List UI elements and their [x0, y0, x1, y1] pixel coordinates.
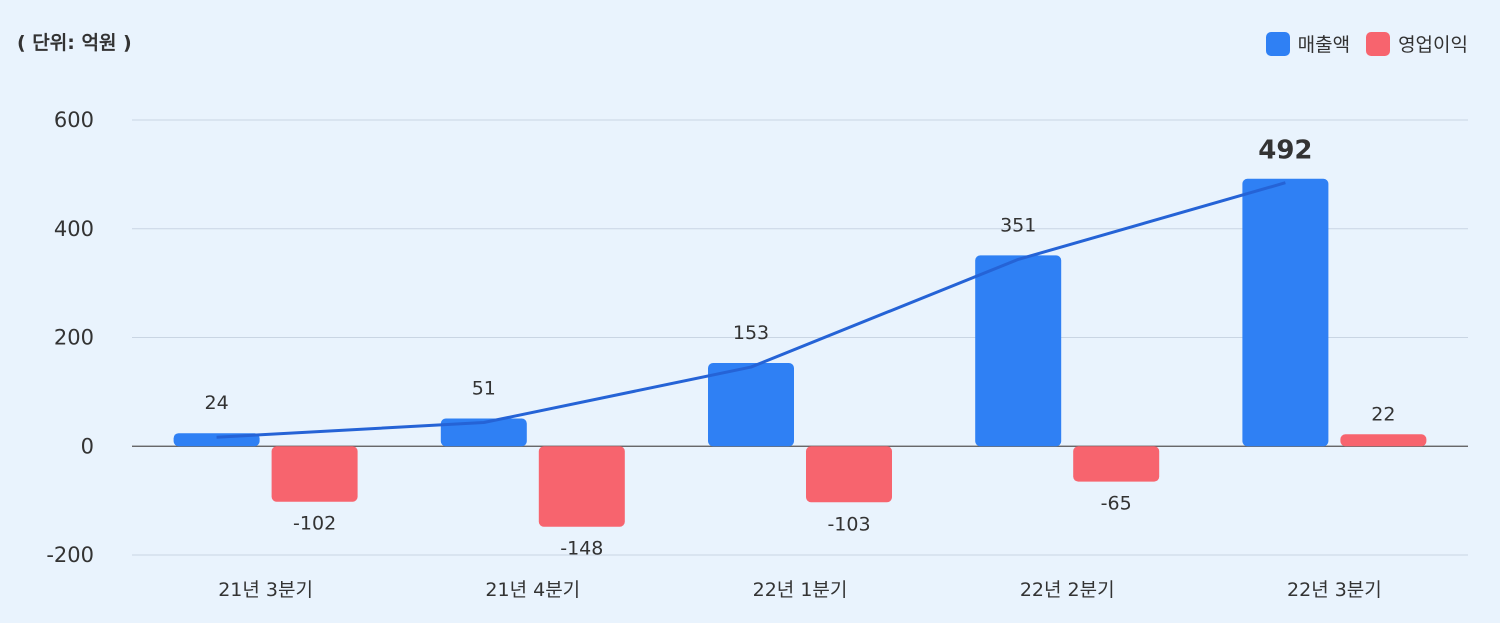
operating-profit-data-label: -65 — [1101, 493, 1132, 515]
revenue-bar — [975, 255, 1062, 447]
operating-profit-bar — [271, 446, 358, 502]
y-tick-label: -200 — [46, 543, 94, 567]
legend-swatch-operating-profit — [1366, 31, 1391, 56]
y-tick-label: 400 — [54, 217, 94, 241]
y-tick-label: 600 — [54, 108, 94, 132]
revenue-data-label: 351 — [1000, 214, 1036, 236]
revenue-trend-line — [216, 181, 1286, 439]
operating-profit-bar — [538, 446, 625, 527]
legend-swatch-revenue — [1265, 31, 1290, 56]
legend-label-revenue: 매출액 — [1297, 34, 1351, 56]
revenue-bar — [708, 363, 794, 447]
x-tick-label: 22년 2분기 — [1020, 579, 1115, 601]
revenue-data-label: 492 — [1258, 136, 1312, 166]
operating-profit-bar — [1073, 446, 1160, 482]
revenue-data-label: 153 — [733, 322, 769, 344]
x-tick-label: 22년 3분기 — [1287, 579, 1382, 601]
y-tick-label: 200 — [54, 326, 94, 350]
revenue-data-label: 24 — [205, 392, 229, 414]
revenue-data-label: 51 — [472, 378, 496, 400]
legend-item-operating-profit: 영업이익 — [1366, 30, 1468, 57]
operating-profit-bar — [1340, 434, 1427, 447]
x-tick-label: 22년 1분기 — [753, 579, 848, 601]
operating-profit-data-label: 22 — [1371, 403, 1395, 425]
y-tick-label: 0 — [81, 434, 94, 458]
unit-label: ( 단위: 억원 ) — [17, 32, 132, 54]
legend-label-operating-profit: 영업이익 — [1398, 34, 1468, 56]
operating-profit-data-label: -148 — [560, 538, 603, 560]
revenue-bar — [440, 418, 527, 447]
x-tick-label: 21년 3분기 — [218, 579, 313, 601]
revenue-bar — [1242, 178, 1329, 447]
x-tick-label: 21년 4분기 — [485, 579, 580, 601]
operating-profit-bar — [806, 446, 892, 503]
legend: 매출액 영업이익 — [1265, 30, 1468, 57]
legend-item-revenue: 매출액 — [1265, 30, 1351, 57]
operating-profit-data-label: -102 — [293, 513, 336, 535]
operating-profit-data-label: -103 — [827, 513, 870, 535]
